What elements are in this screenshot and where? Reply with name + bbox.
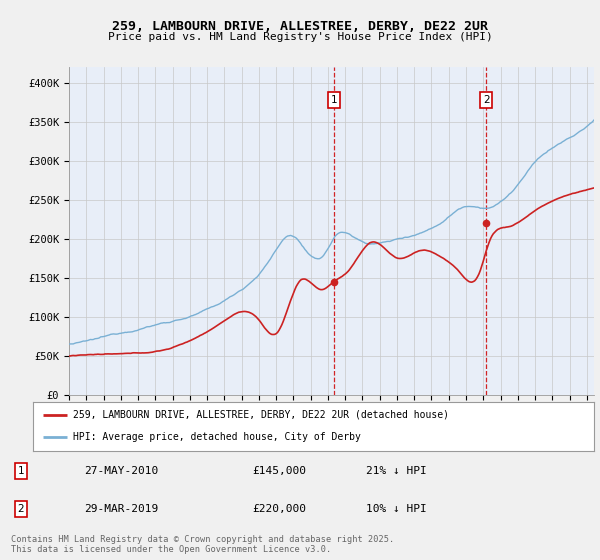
Text: Contains HM Land Registry data © Crown copyright and database right 2025.
This d: Contains HM Land Registry data © Crown c… [11, 535, 394, 554]
Text: 259, LAMBOURN DRIVE, ALLESTREE, DERBY, DE22 2UR: 259, LAMBOURN DRIVE, ALLESTREE, DERBY, D… [112, 20, 488, 32]
Text: 29-MAR-2019: 29-MAR-2019 [84, 504, 158, 514]
Text: HPI: Average price, detached house, City of Derby: HPI: Average price, detached house, City… [73, 432, 361, 442]
Text: £145,000: £145,000 [252, 466, 306, 476]
Text: 1: 1 [331, 95, 337, 105]
Text: £220,000: £220,000 [252, 504, 306, 514]
Text: 10% ↓ HPI: 10% ↓ HPI [366, 504, 427, 514]
Text: 259, LAMBOURN DRIVE, ALLESTREE, DERBY, DE22 2UR (detached house): 259, LAMBOURN DRIVE, ALLESTREE, DERBY, D… [73, 410, 449, 420]
Text: 27-MAY-2010: 27-MAY-2010 [84, 466, 158, 476]
Text: 21% ↓ HPI: 21% ↓ HPI [366, 466, 427, 476]
Text: 2: 2 [483, 95, 490, 105]
Text: Price paid vs. HM Land Registry's House Price Index (HPI): Price paid vs. HM Land Registry's House … [107, 32, 493, 43]
Text: 1: 1 [17, 466, 25, 476]
Text: 2: 2 [17, 504, 25, 514]
